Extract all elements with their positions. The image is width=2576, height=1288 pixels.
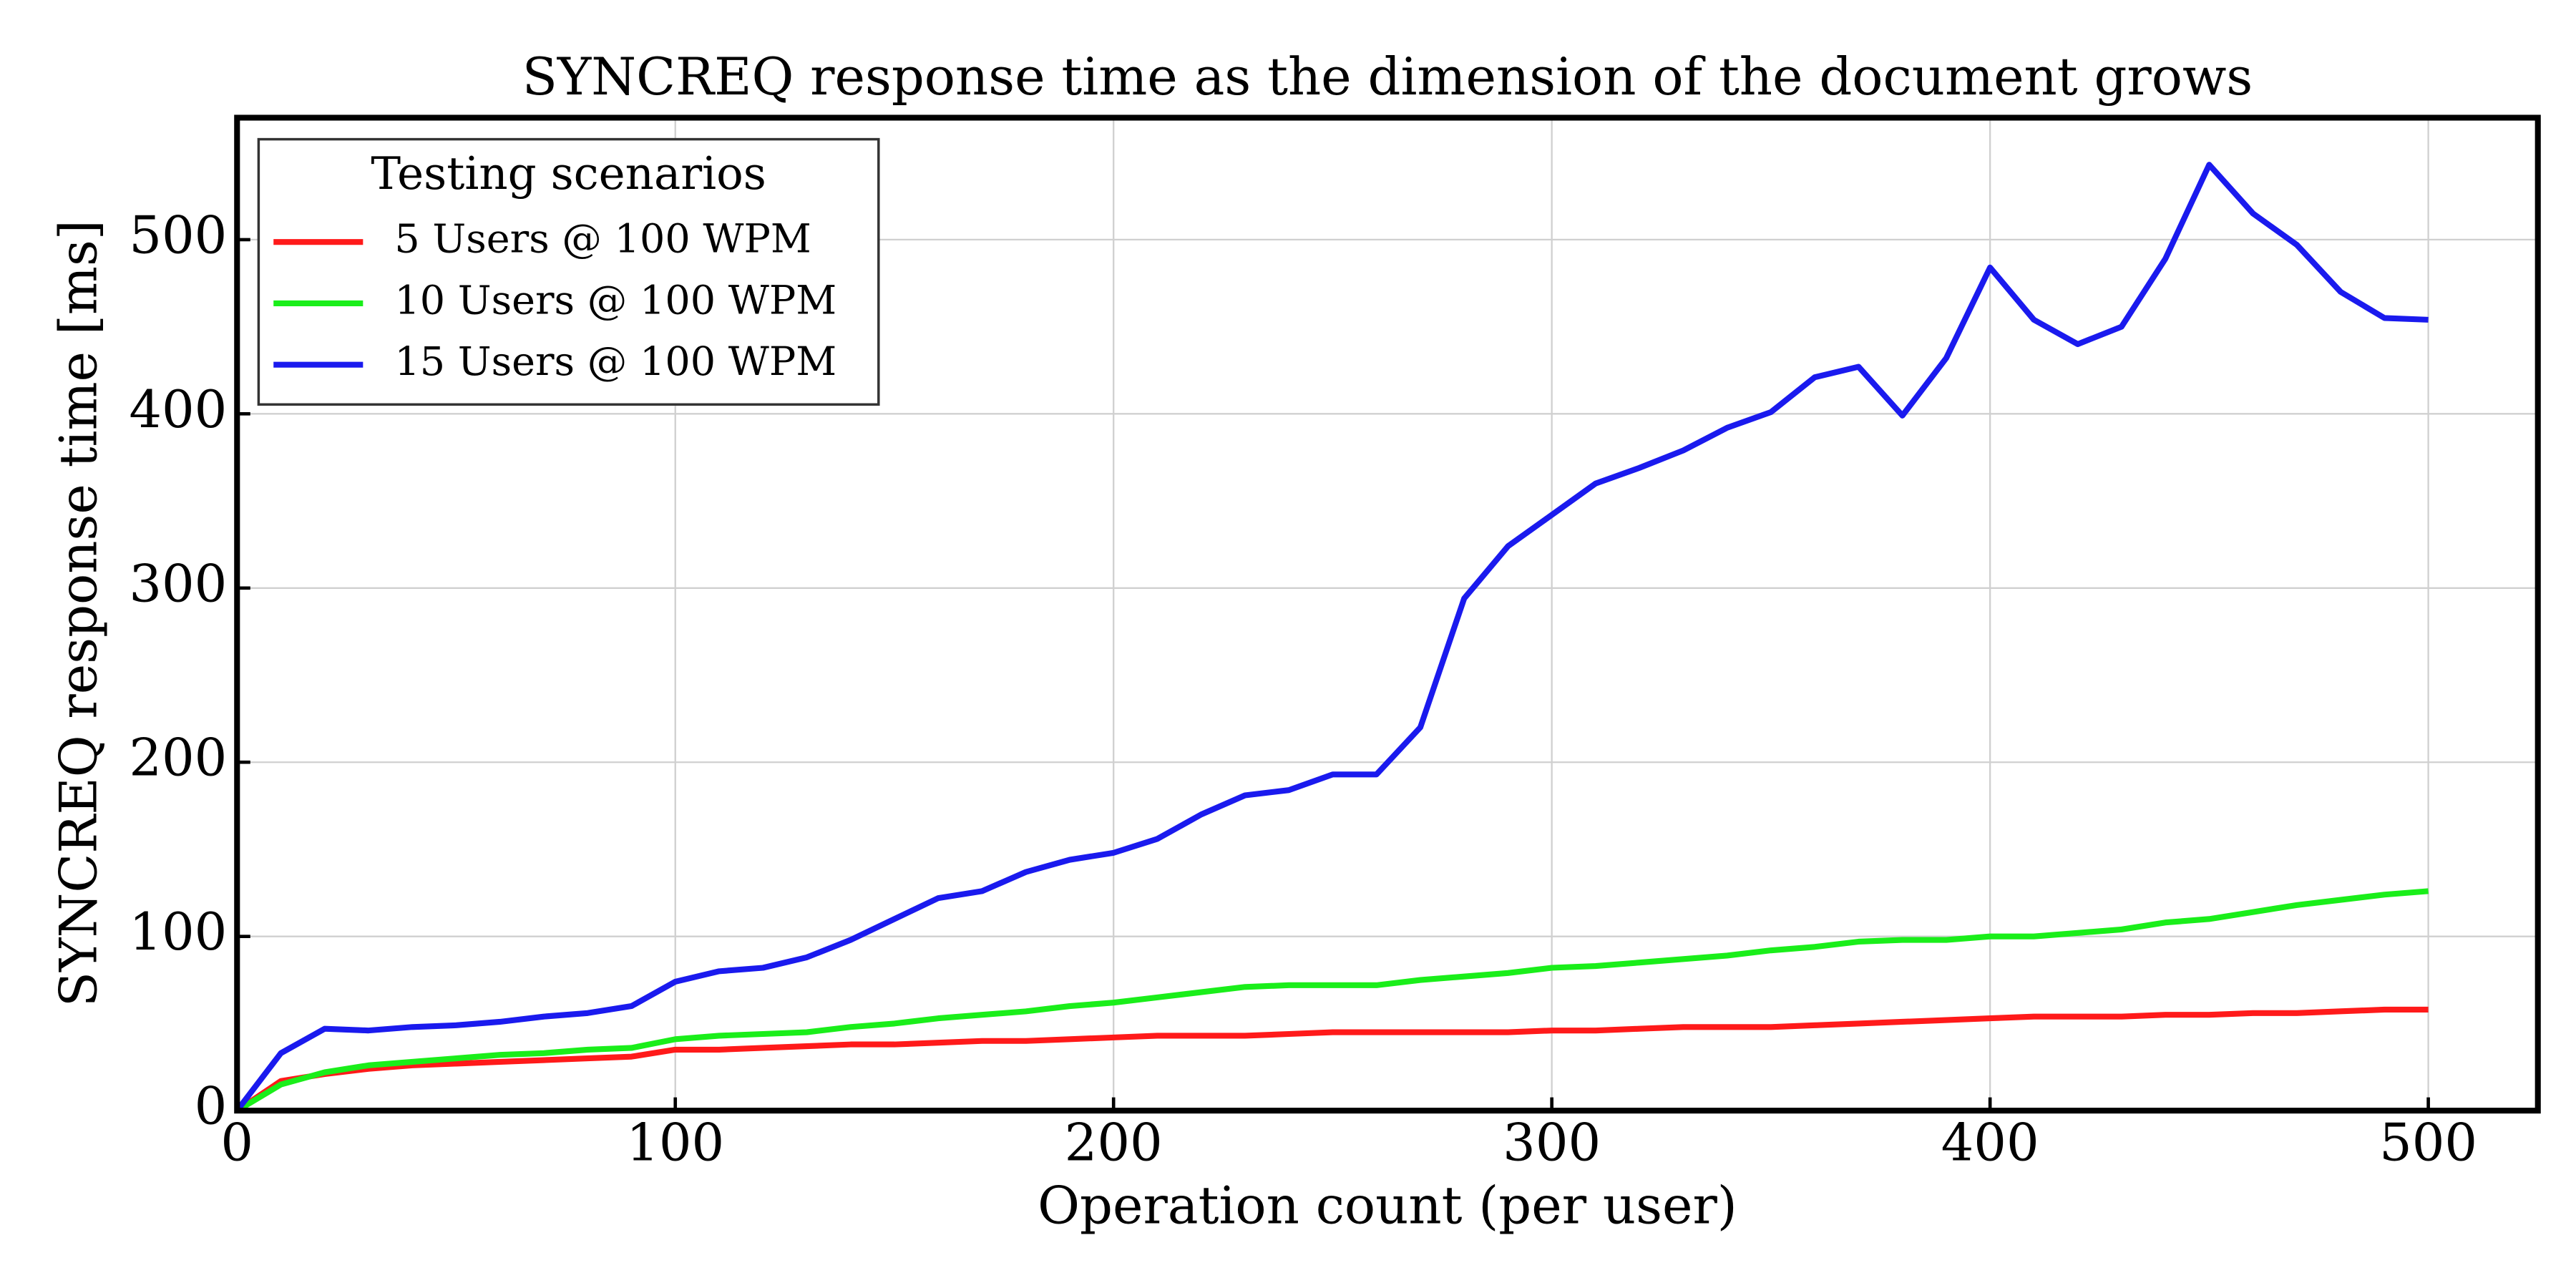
series-line <box>235 888 2429 1113</box>
legend-title: Testing scenarios <box>371 147 766 200</box>
series-line <box>235 1006 2429 1113</box>
x-tick-label: 200 <box>1065 1113 1163 1173</box>
y-tick-label: 100 <box>129 902 227 962</box>
legend: Testing scenarios 5 Users @ 100 WPM 10 Use… <box>257 137 880 406</box>
legend-label: 10 Users @ 100 WPM <box>394 277 836 323</box>
y-tick-label: 200 <box>129 728 227 788</box>
x-tick-label: 0 <box>220 1113 253 1173</box>
legend-label: 15 Users @ 100 WPM <box>394 338 836 385</box>
x-axis-label: Operation count (per user) <box>1038 1176 1737 1236</box>
y-tick-label: 0 <box>195 1076 228 1136</box>
legend-box <box>257 137 880 406</box>
series-line <box>235 162 2429 1113</box>
chart-title: SYNCREQ response time as the dimension o… <box>522 47 2253 107</box>
x-tick-label: 500 <box>2379 1113 2477 1173</box>
y-tick-label: 400 <box>129 379 227 439</box>
plot-frame <box>234 114 2541 1114</box>
y-axis-label: SYNCREQ response time [ms] <box>48 220 108 1007</box>
x-tick-label: 300 <box>1503 1113 1601 1173</box>
x-tick-label: 400 <box>1941 1113 2039 1173</box>
y-tick-label: 300 <box>129 553 227 613</box>
y-tick-label: 500 <box>129 205 227 265</box>
x-tick-label: 100 <box>626 1113 724 1173</box>
plot-lines <box>235 162 2429 1113</box>
grid: 0 100 200 300 400 500 0 100 200 300 400 500 <box>129 117 2538 1173</box>
legend-label: 5 Users @ 100 WPM <box>394 216 811 263</box>
